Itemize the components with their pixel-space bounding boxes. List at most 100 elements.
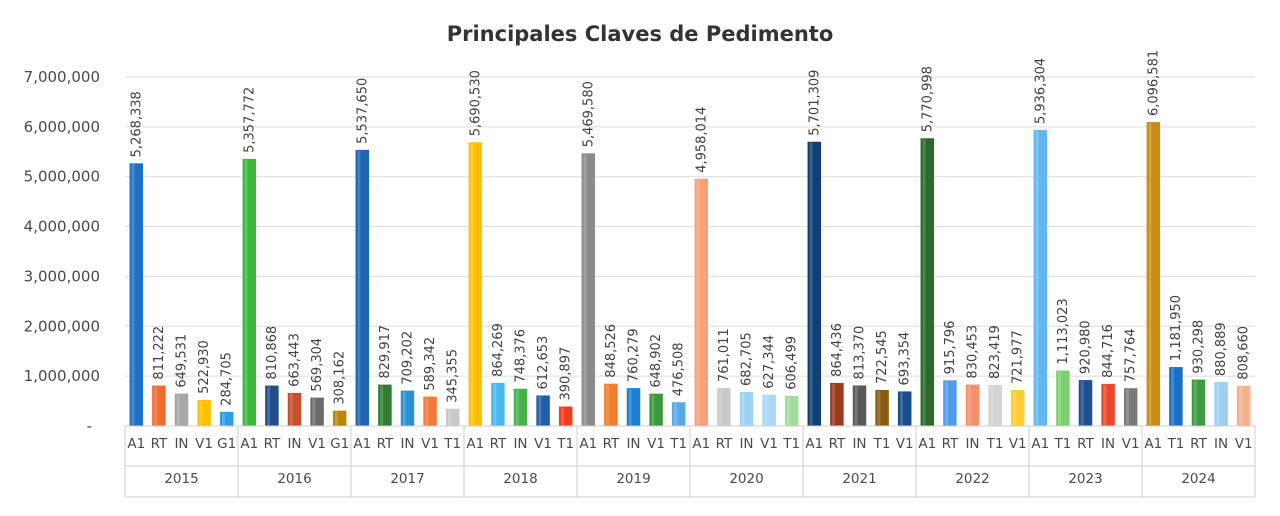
category-label: T1: [556, 436, 574, 452]
data-label: 830,453: [966, 325, 981, 379]
category-label: IN: [1214, 436, 1228, 452]
bar: [378, 384, 392, 426]
bars: [129, 122, 1251, 426]
bar: [784, 395, 799, 426]
bar: [219, 411, 234, 426]
bar-highlight: [380, 385, 384, 425]
bar: [242, 158, 257, 426]
category-label: RT: [377, 436, 394, 452]
category-label: V1: [534, 436, 552, 452]
bar-highlight: [515, 389, 519, 425]
bar: [671, 402, 686, 426]
bar-highlight: [741, 392, 745, 425]
category-label: G1: [330, 436, 349, 452]
year-label: 2020: [729, 471, 763, 487]
bar-highlight: [357, 150, 361, 425]
category-label: V1: [308, 436, 326, 452]
data-label: 810,868: [265, 326, 280, 380]
data-label: 5,690,530: [468, 70, 483, 136]
bar-highlight: [583, 154, 587, 425]
data-label: 5,770,998: [920, 66, 935, 132]
bar: [1214, 382, 1228, 426]
bar: [265, 385, 279, 426]
bar-highlight: [1058, 371, 1062, 425]
data-label: 1,181,950: [1169, 295, 1184, 361]
bar: [491, 382, 505, 426]
y-tick-label: -: [87, 417, 92, 435]
bar: [197, 399, 211, 426]
data-label: 808,660: [1237, 326, 1252, 380]
chart-title: Principales Claves de Pedimento: [447, 22, 834, 46]
year-label: 2021: [842, 471, 876, 487]
category-label: A1: [805, 436, 823, 452]
bar-highlight: [1171, 368, 1175, 425]
year-label: 2024: [1181, 471, 1215, 487]
category-label: A1: [127, 436, 145, 452]
category-label: IN: [174, 436, 188, 452]
category-label: IN: [513, 436, 527, 452]
bar: [852, 385, 867, 426]
category-label: IN: [287, 436, 301, 452]
bar: [310, 397, 324, 426]
bar-highlight: [1035, 131, 1039, 425]
bar-highlight: [606, 384, 610, 425]
bar: [1123, 388, 1138, 426]
bar-highlight: [289, 393, 293, 425]
bar: [152, 385, 166, 426]
bar: [468, 142, 483, 426]
bar-highlight: [899, 392, 903, 425]
data-label: 649,531: [175, 334, 190, 388]
data-label: 682,705: [740, 332, 755, 386]
data-labels: 5,268,338 811,222 649,531 522,930 284,705 5,3…: [129, 50, 1251, 406]
bar: [875, 389, 889, 426]
bar: [129, 163, 144, 426]
bar-highlight: [832, 383, 836, 425]
data-label: 930,298: [1192, 320, 1207, 374]
category-label: T1: [1053, 436, 1071, 452]
bar-highlight: [1125, 389, 1129, 425]
bar-highlight: [493, 383, 497, 425]
bar: [807, 141, 822, 426]
year-label: 2018: [503, 471, 537, 487]
data-label: 476,508: [672, 342, 687, 396]
data-label: 569,304: [310, 338, 325, 392]
bar-highlight: [628, 389, 632, 425]
data-label: 844,716: [1101, 324, 1116, 378]
category-label: T1: [986, 436, 1004, 452]
data-label: 589,342: [423, 337, 438, 391]
bar-highlight: [786, 396, 790, 425]
bar: [1033, 130, 1048, 426]
bar: [965, 384, 980, 426]
category-label: IN: [1101, 436, 1115, 452]
y-tick-label: 3,000,000: [24, 267, 100, 285]
data-label: 345,355: [446, 349, 461, 403]
bar-highlight: [696, 179, 700, 425]
category-label: A1: [579, 436, 597, 452]
bar-highlight: [425, 397, 429, 425]
data-label: 612,653: [536, 336, 551, 390]
bar-highlight: [1012, 391, 1016, 425]
bar: [1010, 390, 1025, 426]
bar-highlight: [560, 407, 564, 425]
data-label: 522,930: [197, 340, 212, 394]
category-label: RT: [151, 436, 168, 452]
y-tick-label: 1,000,000: [24, 367, 100, 385]
data-label: 5,936,304: [1033, 58, 1048, 124]
data-label: 761,011: [717, 328, 732, 382]
data-label: 5,357,772: [242, 87, 257, 153]
bar: [174, 393, 189, 426]
bar: [943, 380, 957, 426]
bar-highlight: [1080, 381, 1084, 425]
bar: [739, 391, 754, 426]
category-label: RT: [716, 436, 733, 452]
data-label: 760,279: [627, 328, 642, 382]
bar-highlight: [154, 386, 158, 425]
category-label: A1: [353, 436, 371, 452]
bar: [626, 388, 641, 426]
category-label: RT: [1190, 436, 1207, 452]
data-label: 813,370: [853, 326, 868, 380]
bar-highlight: [538, 396, 542, 425]
